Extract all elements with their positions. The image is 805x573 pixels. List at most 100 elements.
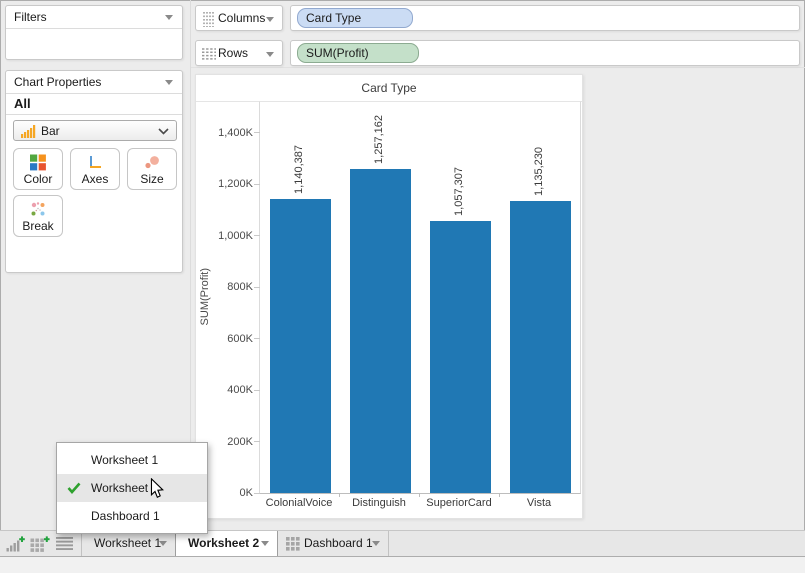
collapse-arrow-icon[interactable]: [165, 80, 173, 85]
y-tick-mark: [254, 286, 260, 288]
y-tick-label: 400K: [227, 384, 253, 396]
plot-area: 0K 200K 400K 600K 800K 1,000K 1,200K 1,400K 1,14…: [218, 101, 581, 499]
columns-icon: [203, 12, 214, 27]
tab-worksheet-1[interactable]: Worksheet 1: [82, 531, 175, 556]
size-icon: [145, 156, 159, 169]
y-tick-mark: [254, 338, 260, 339]
check-icon: [67, 482, 81, 494]
axes-button-label: Axes: [81, 172, 109, 186]
columns-shelf-header[interactable]: Columns: [195, 5, 283, 31]
axes-icon: [90, 156, 101, 168]
tab-dashboard-1[interactable]: Dashboard 1: [278, 531, 389, 556]
rows-icon: [202, 48, 216, 60]
y-tick-label: 800K: [227, 281, 253, 293]
bar-value-label: 1,057,307: [453, 167, 465, 216]
axes-button[interactable]: Axes: [70, 148, 120, 190]
chart-properties-header[interactable]: Chart Properties: [6, 71, 182, 94]
bar-value-label: 1,140,387: [293, 145, 305, 194]
rows-shelf-header[interactable]: Rows: [195, 40, 283, 66]
tab-worksheet-2[interactable]: Worksheet 2: [175, 531, 278, 556]
y-tick-mark: [254, 132, 260, 133]
menu-item-worksheet-1[interactable]: Worksheet 1: [57, 446, 207, 474]
y-tick-mark: [254, 441, 260, 442]
tab-dropdown-icon[interactable]: [372, 541, 380, 546]
scope-label: All: [6, 94, 182, 115]
menu-item-label: Worksheet 1: [91, 453, 159, 467]
color-button[interactable]: Color: [13, 148, 63, 190]
sheet-menu: Worksheet 1 Worksheet 2 Dashboard 1: [56, 442, 208, 534]
y-tick-label: 1,000K: [218, 229, 253, 242]
bar-SuperiorCard[interactable]: [430, 221, 491, 493]
columns-shelf[interactable]: Card Type: [290, 5, 800, 31]
y-tick-label: 200K: [227, 435, 253, 448]
filters-title: Filters: [14, 10, 47, 24]
y-tick-mark: [254, 492, 260, 494]
y-axis-title: SUM(Profit): [199, 267, 211, 326]
bar-ColonialVoice[interactable]: [270, 199, 331, 493]
break-button[interactable]: Break: [13, 195, 63, 237]
x-category-label: Distinguish: [352, 497, 406, 509]
tab-label: Dashboard 1: [304, 536, 373, 550]
rows-dropdown-icon[interactable]: [266, 52, 274, 57]
filters-panel: Filters: [5, 5, 183, 60]
size-button-label: Size: [140, 172, 164, 186]
tab-dropdown-icon[interactable]: [159, 541, 167, 546]
x-category-label: ColonialVoice: [265, 497, 333, 509]
color-squares-icon: [30, 154, 46, 171]
new-worksheet-button[interactable]: [6, 536, 25, 552]
x-category-label: SuperiorCard: [426, 497, 492, 509]
columns-dropdown-icon[interactable]: [266, 17, 274, 22]
chart-properties-panel: Chart Properties All Bar Color: [5, 70, 183, 273]
y-tick-label: 1,400K: [218, 126, 253, 139]
bar-Vista[interactable]: [510, 201, 571, 493]
menu-item-worksheet-2[interactable]: Worksheet 2: [57, 474, 207, 502]
y-tick-label: 1,200K: [218, 178, 253, 190]
collapse-arrow-icon[interactable]: [165, 15, 173, 20]
tab-label: Worksheet 2: [188, 536, 260, 550]
y-tick-mark: [254, 183, 260, 185]
chart-card: Card Type SUM(Profit) 0K 200K 400K 600K 800K…: [195, 74, 583, 519]
y-tick-label: 600K: [227, 332, 253, 345]
new-dashboard-button[interactable]: [30, 536, 50, 552]
rows-label: Rows: [218, 46, 249, 60]
bar-Distinguish[interactable]: [350, 169, 411, 493]
columns-label: Columns: [218, 11, 266, 25]
shelf-separator: [191, 67, 805, 68]
menu-item-label: Worksheet 2: [91, 481, 159, 495]
y-tick-mark: [254, 389, 260, 391]
color-button-label: Color: [23, 172, 53, 186]
menu-item-dashboard-1[interactable]: Dashboard 1: [57, 502, 207, 530]
filters-header[interactable]: Filters: [6, 6, 182, 29]
tab-dropdown-icon[interactable]: [261, 541, 269, 546]
tab-label: Worksheet 1: [94, 536, 162, 550]
rows-pill[interactable]: SUM(Profit): [297, 43, 419, 63]
x-category-label: Vista: [526, 497, 552, 509]
break-button-label: Break: [22, 219, 54, 233]
break-icon: [31, 202, 45, 216]
x-tick-mark: [419, 493, 420, 497]
y-tick-mark: [254, 235, 260, 236]
x-tick-mark: [499, 493, 500, 497]
chart-properties-title: Chart Properties: [14, 75, 102, 89]
chart-type-value: Bar: [41, 124, 60, 138]
filters-body: [6, 29, 182, 59]
sheet-tab-bar: Worksheet 1 Worksheet 2 Dashboard 1: [0, 530, 805, 557]
mouse-cursor-icon: [150, 478, 164, 498]
chart-type-select[interactable]: Bar: [13, 120, 177, 141]
y-tick-label: 0K: [239, 487, 253, 499]
tab-separator: [81, 531, 82, 556]
menu-item-label: Dashboard 1: [91, 509, 160, 523]
bar-value-label: 1,135,230: [533, 147, 545, 196]
x-tick-mark: [339, 493, 340, 497]
rows-shelf[interactable]: SUM(Profit): [290, 40, 800, 66]
dashboard-grid-icon: [286, 537, 300, 551]
bar-chart-icon: [21, 125, 36, 138]
chevron-down-icon: [158, 128, 169, 135]
status-bar: [0, 557, 805, 573]
columns-pill[interactable]: Card Type: [297, 8, 413, 28]
sheet-list-button[interactable]: [56, 537, 73, 550]
panel-separator: [190, 0, 191, 530]
size-button[interactable]: Size: [127, 148, 177, 190]
bar-value-label: 1,257,162: [373, 115, 385, 164]
